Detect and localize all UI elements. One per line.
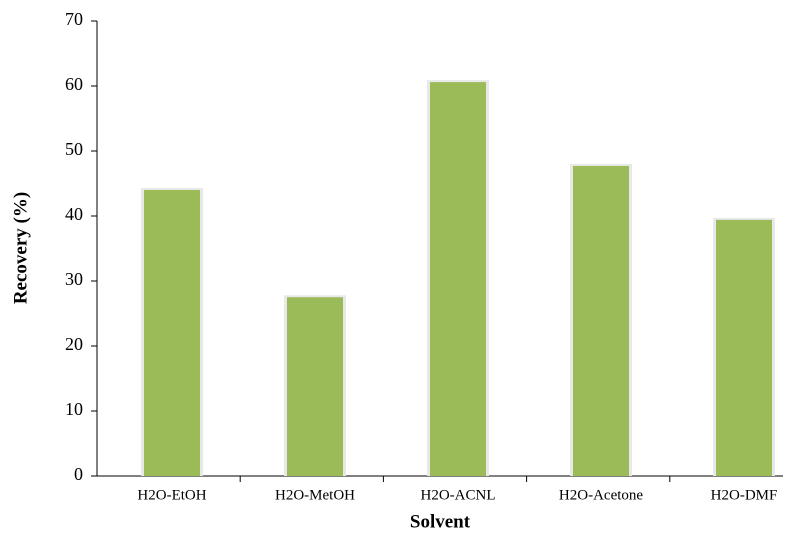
bar xyxy=(144,190,200,476)
y-axis-title: Recovery (%) xyxy=(10,192,31,304)
y-tick-label: 40 xyxy=(65,204,83,224)
y-tick-label: 70 xyxy=(65,9,83,29)
x-axis-title: Solvent xyxy=(410,511,471,532)
bar xyxy=(573,165,629,476)
x-tick-label: H2O-EtOH xyxy=(137,487,206,503)
y-tick-label: 30 xyxy=(65,269,83,289)
bar xyxy=(287,297,343,476)
y-tick-label: 0 xyxy=(74,464,83,484)
x-tick-label: H2O-DMF xyxy=(711,487,778,503)
x-tick-label: H2O-Acetone xyxy=(559,487,643,503)
y-tick-label: 50 xyxy=(65,139,83,159)
y-tick-label: 20 xyxy=(65,334,83,354)
x-tick-label: H2O-MetOH xyxy=(275,487,355,503)
y-tick-label: 10 xyxy=(65,399,83,419)
bar xyxy=(716,219,772,476)
y-tick-label: 60 xyxy=(65,74,83,94)
x-tick-label: H2O-ACNL xyxy=(421,487,496,503)
bar xyxy=(430,82,486,476)
